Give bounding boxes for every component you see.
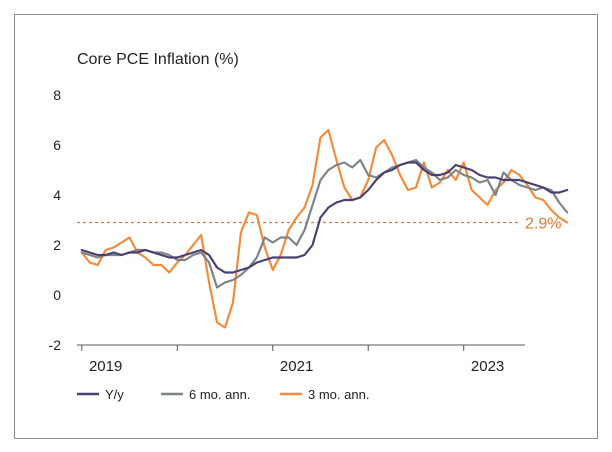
x-tick-label: 2023	[471, 358, 504, 375]
legend-label: 3 mo. ann.	[308, 387, 369, 402]
series-line-3-mo-ann	[80, 128, 569, 329]
y-tick-label: 4	[53, 187, 61, 203]
x-tick-label: 2021	[280, 358, 313, 375]
y-tick-label: 0	[53, 287, 61, 303]
x-tick-label: 2019	[89, 358, 122, 375]
y-tick-label: 2	[53, 237, 61, 253]
core-pce-chart: Core PCE Inflation (%) -2 0 2 4 6 8 2019 2021 2…	[49, 51, 569, 402]
series-line-6-mo-ann	[80, 158, 569, 289]
y-tick-label: 8	[53, 87, 61, 103]
series-line-y-y	[80, 161, 569, 274]
chart-frame: Core PCE Inflation (%) -2 0 2 4 6 8 2019 2021 2…	[14, 14, 598, 439]
chart-title: Core PCE Inflation (%)	[77, 51, 239, 68]
y-tick-label: 6	[53, 137, 61, 153]
reference-line-label: 2.9%	[525, 216, 561, 233]
y-tick-label: -2	[49, 337, 62, 353]
legend-label: 6 mo. ann.	[189, 387, 250, 402]
legend-label: Y/y	[105, 387, 124, 402]
